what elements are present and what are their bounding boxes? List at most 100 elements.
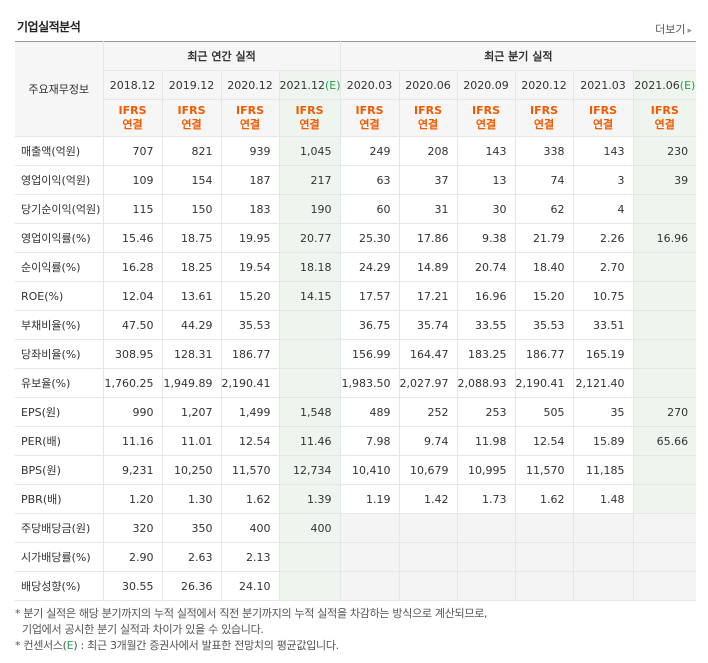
table-cell: [633, 571, 697, 601]
table-cell: 14.15: [279, 281, 341, 311]
table-cell: 109: [103, 165, 163, 195]
period-header: 2018.12: [103, 70, 163, 100]
table-cell: 17.57: [340, 281, 400, 311]
row-label: ROE(%): [15, 281, 104, 311]
table-cell: 400: [279, 513, 341, 543]
table-cell: 35.74: [399, 310, 458, 340]
table-cell: 1.19: [340, 484, 400, 514]
row-label: 주당배당금(원): [15, 513, 104, 543]
table-cell: 7.98: [340, 426, 400, 456]
table-row: ROE(%) 12.04 13.61 15.20 14.15 17.57 17.21 16.9…: [15, 281, 697, 311]
table-cell: [399, 571, 458, 601]
table-cell: 115: [103, 194, 163, 224]
table-cell: [457, 571, 516, 601]
row-label: 영업이익(억원): [15, 165, 104, 195]
table-cell: 1,548: [279, 397, 341, 427]
table-cell: [633, 339, 697, 369]
table-cell: 15.89: [573, 426, 634, 456]
table-cell: [457, 513, 516, 543]
table-cell: 11,570: [221, 455, 280, 485]
table-cell: 1.48: [573, 484, 634, 514]
table-cell: [515, 542, 574, 572]
period-header: 2020.06: [399, 70, 458, 100]
table-cell: 338: [515, 136, 574, 166]
ifrs-badge: IFRS 연결: [340, 99, 400, 137]
ifrs-badge: IFRS 연결: [515, 99, 574, 137]
table-cell: 253: [457, 397, 516, 427]
table-cell: 252: [399, 397, 458, 427]
table-cell: 1.39: [279, 484, 341, 514]
table-cell: 9,231: [103, 455, 163, 485]
table-cell: 11,570: [515, 455, 574, 485]
table-cell: 10,250: [162, 455, 222, 485]
table-row: EPS(원) 990 1,207 1,499 1,548 489 252 253 505 35 27…: [15, 397, 697, 427]
table-cell: 1.73: [457, 484, 516, 514]
ifrs-badge: IFRS 연결: [103, 99, 163, 137]
table-cell: 35.53: [221, 310, 280, 340]
table-cell: 9.38: [457, 223, 516, 253]
table-cell: [279, 368, 341, 398]
table-row: 시가배당률(%) 2.90 2.63 2.13: [15, 542, 697, 572]
table-cell: [633, 513, 697, 543]
table-cell: 18.40: [515, 252, 574, 282]
row-label: 영업이익률(%): [15, 223, 104, 253]
table-cell: 37: [399, 165, 458, 195]
table-cell: 62: [515, 194, 574, 224]
table-cell: 143: [457, 136, 516, 166]
table-cell: 18.18: [279, 252, 341, 282]
quarter-group-header: 최근 분기 실적: [340, 41, 697, 71]
table-cell: 1.42: [399, 484, 458, 514]
table-cell: 14.89: [399, 252, 458, 282]
table-cell: 156.99: [340, 339, 400, 369]
table-cell: 505: [515, 397, 574, 427]
period-header: 2021.12(E): [279, 70, 341, 100]
period-header: 2020.09: [457, 70, 516, 100]
table-cell: 208: [399, 136, 458, 166]
table-cell: [633, 252, 697, 282]
table-cell: 11.01: [162, 426, 222, 456]
table-cell: 11,185: [573, 455, 634, 485]
table-row: 주당배당금(원) 320 350 400 400: [15, 513, 697, 543]
footnote: * 분기 실적은 해당 분기까지의 누적 실적에서 직전 분기까지의 누적 실적…: [15, 606, 488, 654]
table-cell: 2,190.41: [221, 368, 280, 398]
table-cell: 33.51: [573, 310, 634, 340]
table-cell: 270: [633, 397, 697, 427]
table-cell: 3: [573, 165, 634, 195]
table-cell: 11.16: [103, 426, 163, 456]
table-cell: 400: [221, 513, 280, 543]
table-cell: 165.19: [573, 339, 634, 369]
table-cell: 11.46: [279, 426, 341, 456]
table-cell: 990: [103, 397, 163, 427]
table-cell: [340, 513, 400, 543]
table-row: 당좌비율(%) 308.95 128.31 186.77 156.99 164.47 183…: [15, 339, 697, 369]
table-cell: [279, 310, 341, 340]
table-cell: 16.28: [103, 252, 163, 282]
row-label: 당좌비율(%): [15, 339, 104, 369]
more-label: 더보기: [655, 23, 686, 36]
ifrs-badge: IFRS 연결: [399, 99, 458, 137]
table-cell: 24.10: [221, 571, 280, 601]
row-label: EPS(원): [15, 397, 104, 427]
table-row: 부채비율(%) 47.50 44.29 35.53 36.75 35.74 33.55 35.…: [15, 310, 697, 340]
table-cell: 1.62: [515, 484, 574, 514]
table-cell: [633, 542, 697, 572]
table-cell: [573, 571, 634, 601]
row-label: 매출액(억원): [15, 136, 104, 166]
table-cell: 2.26: [573, 223, 634, 253]
table-cell: 16.96: [457, 281, 516, 311]
section-header: 기업실적분석 더보기 ▸: [0, 0, 708, 40]
table-cell: 12.54: [221, 426, 280, 456]
table-cell: 1,760.25: [103, 368, 163, 398]
table-cell: [457, 542, 516, 572]
table-row: 유보율(%) 1,760.25 1,949.89 2,190.41 1,983.50 2,…: [15, 368, 697, 398]
table-cell: 128.31: [162, 339, 222, 369]
table-cell: 25.30: [340, 223, 400, 253]
table-cell: 10,679: [399, 455, 458, 485]
more-link[interactable]: 더보기 ▸: [655, 21, 692, 37]
table-cell: 19.54: [221, 252, 280, 282]
table-cell: [633, 484, 697, 514]
table-cell: 65.66: [633, 426, 697, 456]
table-cell: 10,410: [340, 455, 400, 485]
table-cell: [633, 368, 697, 398]
table-cell: 12.54: [515, 426, 574, 456]
